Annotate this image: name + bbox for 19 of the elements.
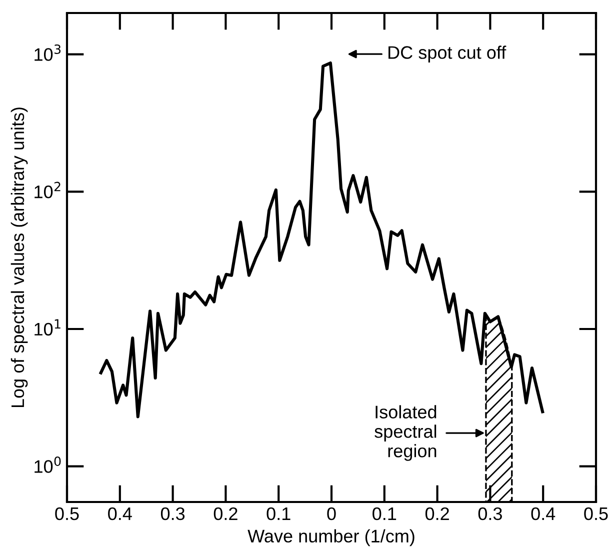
y-tick-label: 10$^{3}$ (34, 44, 61, 61)
annotation: Isolated spectral region (374, 405, 436, 461)
x-tick-label: 0.1 (266, 507, 290, 520)
x-tick-label: 0.3 (160, 507, 185, 520)
annotation: DC spot cut off (388, 46, 506, 62)
x-tick-label: 0.4 (108, 507, 132, 520)
x-tick-label: 0.2 (214, 507, 238, 520)
x-tick-label: 0.1 (372, 507, 396, 520)
x-tick-label: 0.5 (55, 507, 79, 520)
x-tick-label: 0.2 (425, 507, 449, 520)
x-axis-title: Wave number (1/cm) (248, 529, 414, 546)
y-tick-label: 10$^{0}$ (34, 456, 61, 473)
x-tick-label: 0 (327, 507, 336, 520)
y-tick-label: 10$^{1}$ (34, 319, 60, 336)
x-tick-label: 0.5 (584, 507, 608, 520)
x-tick-label: 0.3 (478, 507, 502, 520)
y-axis-title: Log of spectral values (arbitrary units) (10, 108, 28, 408)
x-tick-label: 0.4 (531, 507, 556, 520)
y-tick-label: 10$^{2}$ (34, 182, 60, 198)
